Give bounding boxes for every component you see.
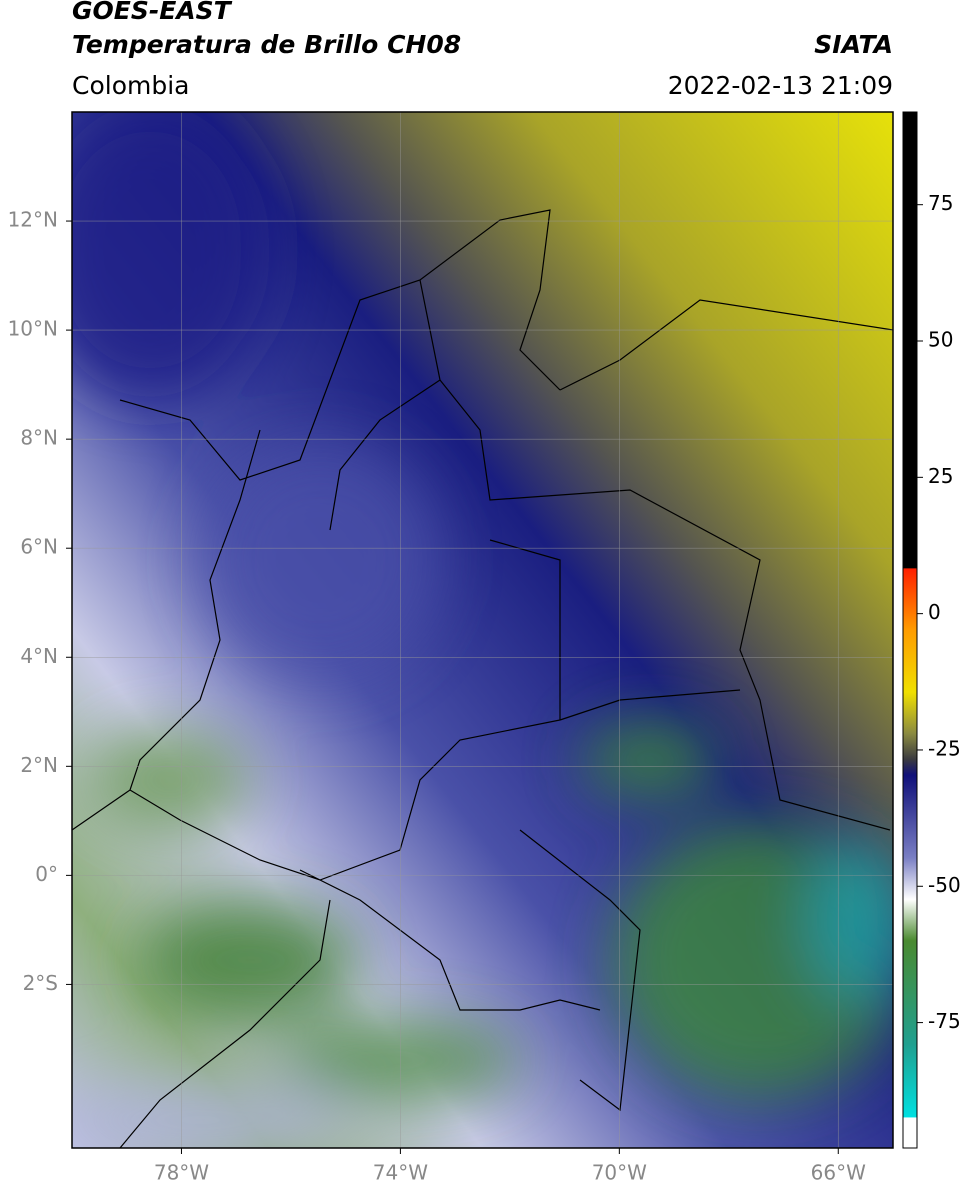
grid — [72, 112, 893, 1148]
satellite-image — [72, 112, 893, 1148]
datetime: 2022-02-13 21:09 — [668, 71, 893, 100]
colorbar-label: -25 — [928, 736, 961, 760]
y-tick-label: 0° — [35, 862, 58, 886]
y-tick-label: 2°S — [23, 971, 58, 995]
title: GOES-EAST — [72, 0, 233, 25]
y-tick-label: 4°N — [20, 644, 58, 668]
map-frame — [71, 111, 894, 1149]
y-tick-label: 6°N — [20, 535, 58, 559]
y-tick-label: 12°N — [8, 208, 58, 232]
y-tick-label: 2°N — [20, 753, 58, 777]
source: SIATA — [814, 30, 893, 59]
colorbar-label: -50 — [928, 873, 961, 897]
x-tick-label: 66°W — [811, 1161, 866, 1185]
x-tick-label: 70°W — [592, 1161, 647, 1185]
x-tick-label: 74°W — [373, 1161, 428, 1185]
colorbar-label: 0 — [928, 600, 941, 624]
y-tick-label: 10°N — [8, 317, 58, 341]
y-tick-label: 8°N — [20, 426, 58, 450]
x-tick-label: 78°W — [154, 1161, 209, 1185]
colorbar-label: 75 — [928, 191, 953, 215]
colorbar — [902, 111, 918, 1149]
subtitle: Temperatura de Brillo CH08 — [72, 30, 461, 59]
colorbar-label: -75 — [928, 1009, 961, 1033]
colorbar-label: 25 — [928, 464, 953, 488]
colorbar-label: 50 — [928, 328, 953, 352]
region: Colombia — [72, 71, 189, 100]
